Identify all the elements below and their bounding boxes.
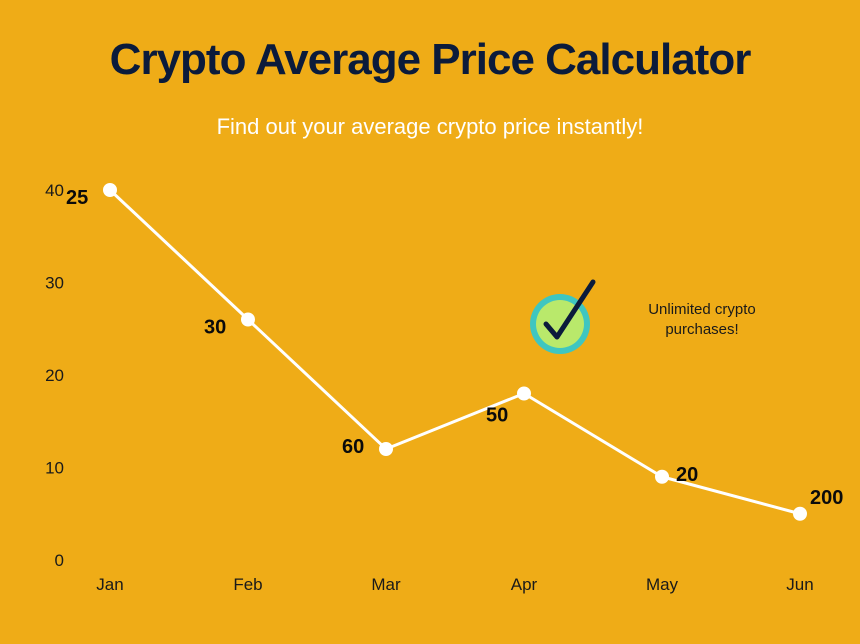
series-marker (794, 507, 807, 520)
series-marker (518, 387, 531, 400)
y-tick-label: 40 (45, 181, 64, 200)
point-label: 50 (486, 405, 508, 427)
point-label: 25 (66, 187, 88, 209)
series-marker (242, 313, 255, 326)
x-tick-label: Feb (233, 575, 262, 594)
x-tick-label: Apr (511, 575, 538, 594)
point-label: 200 (810, 487, 843, 509)
series-marker (656, 470, 669, 483)
y-tick-label: 30 (45, 274, 64, 293)
point-label: 30 (204, 317, 226, 339)
series-marker (104, 184, 117, 197)
series-marker (380, 443, 393, 456)
y-tick-label: 10 (45, 459, 64, 478)
point-label: 60 (342, 436, 364, 458)
y-tick-label: 0 (55, 551, 64, 570)
point-label: 20 (676, 464, 698, 486)
x-tick-label: Jan (96, 575, 123, 594)
y-tick-label: 20 (45, 366, 64, 385)
x-tick-label: Jun (786, 575, 813, 594)
x-tick-label: May (646, 575, 679, 594)
callout-text: Unlimited cryptopurchases! (612, 300, 792, 341)
x-tick-label: Mar (371, 575, 401, 594)
page-root: Crypto Average Price Calculator Find out… (0, 0, 860, 644)
